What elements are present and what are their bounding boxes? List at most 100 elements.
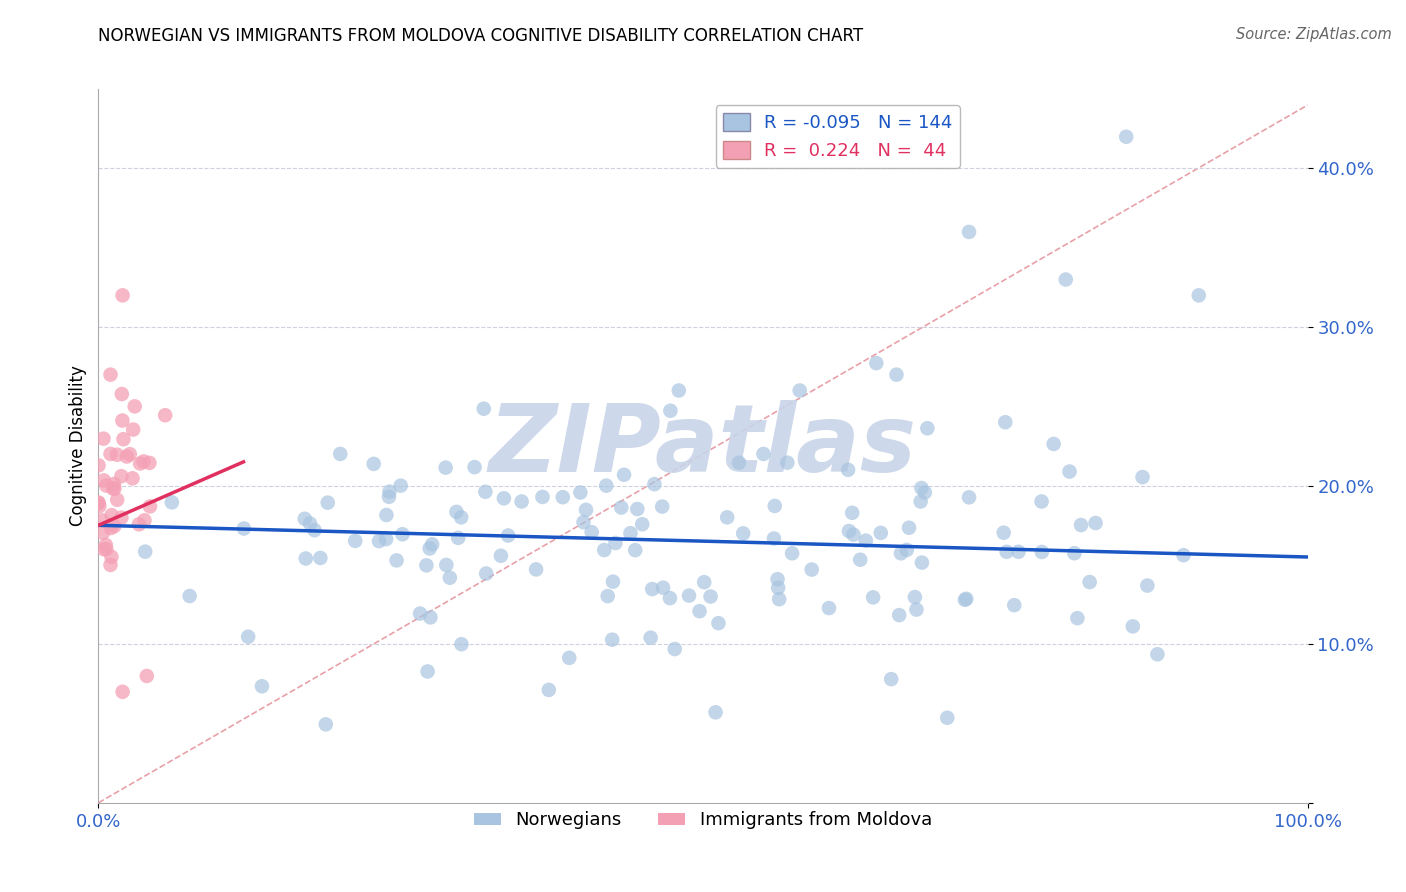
Point: [957, 491, 980, 505]
Point: [103, 482, 125, 496]
Point: [818, 601, 841, 615]
Point: [363, 457, 385, 471]
Point: [581, 525, 603, 540]
Point: [100, 521, 122, 535]
Point: [766, 581, 789, 595]
Point: [766, 572, 789, 586]
Point: [110, 510, 132, 524]
Point: [93, 474, 115, 488]
Point: [134, 513, 156, 527]
Point: [489, 549, 512, 563]
Point: [572, 515, 595, 529]
Point: [375, 508, 398, 522]
Point: [132, 454, 155, 468]
Point: [994, 415, 1017, 429]
Point: [849, 552, 872, 566]
Text: Source: ZipAtlas.com: Source: ZipAtlas.com: [1236, 27, 1392, 42]
Point: [91, 513, 114, 527]
Point: [375, 532, 398, 546]
Point: [89, 499, 111, 513]
Point: [419, 541, 441, 556]
Point: [100, 558, 122, 572]
Point: [1066, 611, 1088, 625]
Point: [378, 484, 401, 499]
Point: [910, 494, 932, 508]
Point: [842, 527, 865, 541]
Point: [524, 562, 547, 576]
Point: [94, 538, 117, 552]
Point: [789, 384, 811, 398]
Point: [510, 494, 533, 508]
Point: [641, 582, 664, 596]
Point: [415, 558, 437, 573]
Point: [315, 717, 337, 731]
Point: [800, 563, 823, 577]
Point: [993, 525, 1015, 540]
Point: [914, 485, 936, 500]
Point: [475, 566, 498, 581]
Point: [862, 591, 884, 605]
Point: [631, 517, 654, 532]
Point: [838, 524, 860, 538]
Point: [111, 685, 134, 699]
Point: [704, 706, 727, 720]
Point: [733, 526, 755, 541]
Point: [728, 456, 751, 470]
Point: [409, 607, 432, 621]
Point: [100, 549, 122, 564]
Point: [464, 460, 486, 475]
Point: [865, 356, 887, 370]
Point: [651, 500, 673, 514]
Point: [96, 542, 118, 557]
Point: [111, 413, 134, 427]
Point: [716, 510, 738, 524]
Point: [138, 456, 160, 470]
Point: [1002, 598, 1025, 612]
Text: NORWEGIAN VS IMMIGRANTS FROM MOLDOVA COGNITIVE DISABILITY CORRELATION CHART: NORWEGIAN VS IMMIGRANTS FROM MOLDOVA COG…: [98, 27, 863, 45]
Point: [110, 469, 132, 483]
Point: [236, 630, 259, 644]
Point: [626, 502, 648, 516]
Point: [889, 608, 911, 623]
Point: [416, 665, 439, 679]
Point: [600, 632, 623, 647]
Point: [911, 556, 934, 570]
Point: [1084, 516, 1107, 530]
Point: [678, 589, 700, 603]
Point: [450, 637, 472, 651]
Point: [134, 544, 156, 558]
Point: [953, 592, 976, 607]
Point: [103, 519, 125, 533]
Y-axis label: Cognitive Disability: Cognitive Disability: [69, 366, 87, 526]
Point: [128, 517, 150, 532]
Point: [472, 401, 495, 416]
Point: [624, 543, 647, 558]
Point: [250, 679, 273, 693]
Point: [1188, 288, 1211, 302]
Point: [419, 610, 441, 624]
Point: [294, 551, 316, 566]
Legend: Norwegians, Immigrants from Moldova: Norwegians, Immigrants from Moldova: [467, 805, 939, 837]
Point: [1136, 578, 1159, 592]
Point: [153, 408, 176, 422]
Point: [118, 447, 141, 461]
Point: [910, 481, 932, 495]
Point: [1042, 437, 1064, 451]
Point: [111, 387, 134, 401]
Point: [496, 528, 519, 542]
Point: [316, 495, 339, 509]
Point: [129, 457, 152, 471]
Point: [605, 536, 627, 550]
Point: [391, 527, 413, 541]
Point: [100, 368, 122, 382]
Point: [1007, 545, 1029, 559]
Point: [492, 491, 515, 506]
Point: [658, 591, 681, 606]
Point: [643, 477, 665, 491]
Point: [122, 423, 145, 437]
Point: [447, 531, 470, 545]
Point: [1054, 272, 1077, 286]
Point: [420, 537, 443, 551]
Point: [558, 651, 581, 665]
Point: [450, 510, 472, 524]
